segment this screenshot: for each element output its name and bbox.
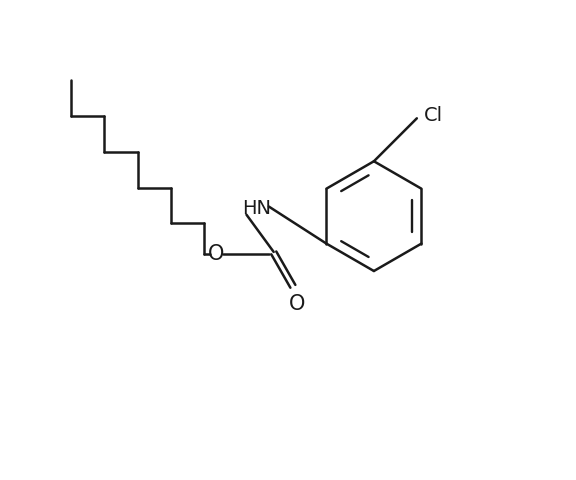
Text: HN: HN [242,200,271,218]
Text: O: O [209,244,225,264]
Text: O: O [289,294,306,314]
Text: Cl: Cl [424,107,443,125]
